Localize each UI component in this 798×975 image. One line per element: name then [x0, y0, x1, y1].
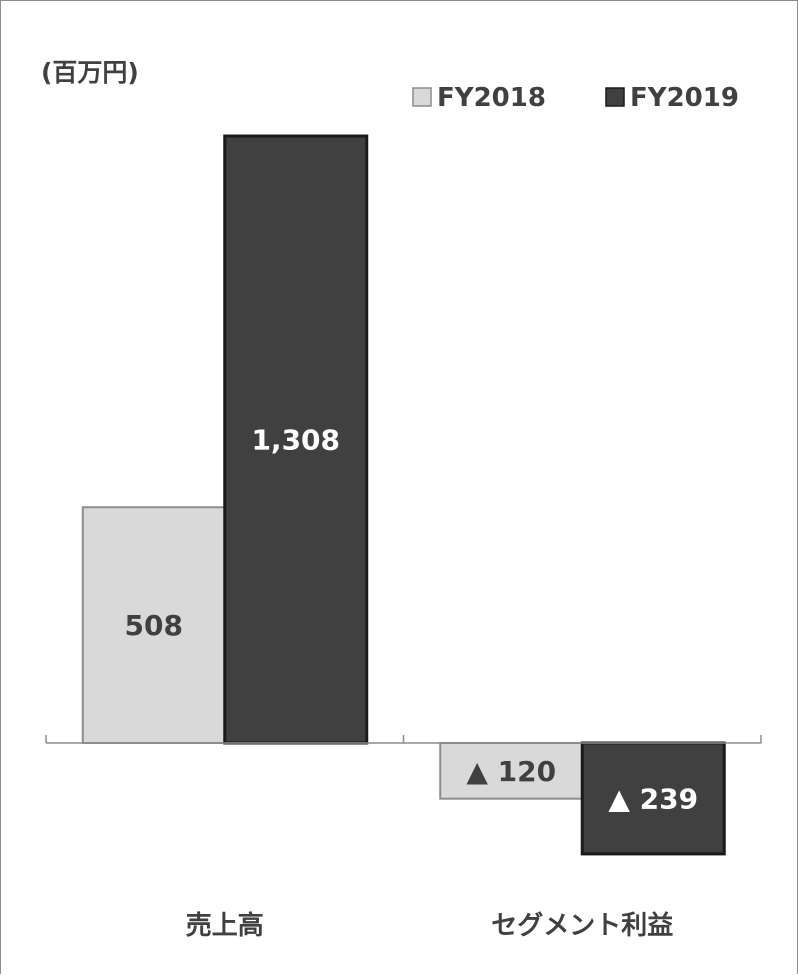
- category-label-0: 売上高: [186, 910, 264, 941]
- bars: [81, 134, 726, 856]
- bar-fy2018-0: [81, 506, 226, 744]
- bar-fy2019-1: [580, 741, 726, 856]
- unit-label: (百万円): [41, 58, 139, 87]
- data-label-fy2019-1: ▲ 239: [608, 782, 698, 815]
- data-labels: 508 1,308 ▲ 120 ▲ 239: [125, 424, 699, 816]
- legend-swatch-fy2019: [605, 87, 625, 107]
- bar-fy2019-0: [223, 134, 369, 745]
- legend-label-fy2019: FY2019: [630, 83, 739, 113]
- category-labels: 売上高 セグメント利益: [186, 910, 674, 941]
- legend-label-fy2018: FY2018: [437, 83, 546, 113]
- legend-swatch-fy2018: [412, 87, 432, 107]
- data-label-fy2019-0: 1,308: [251, 424, 340, 457]
- x-axis: [45, 735, 762, 744]
- data-label-fy2018-0: 508: [125, 609, 183, 642]
- data-label-fy2018-1: ▲ 120: [466, 755, 556, 788]
- legend: FY2018 FY2019: [412, 83, 739, 113]
- category-label-1: セグメント利益: [491, 911, 673, 941]
